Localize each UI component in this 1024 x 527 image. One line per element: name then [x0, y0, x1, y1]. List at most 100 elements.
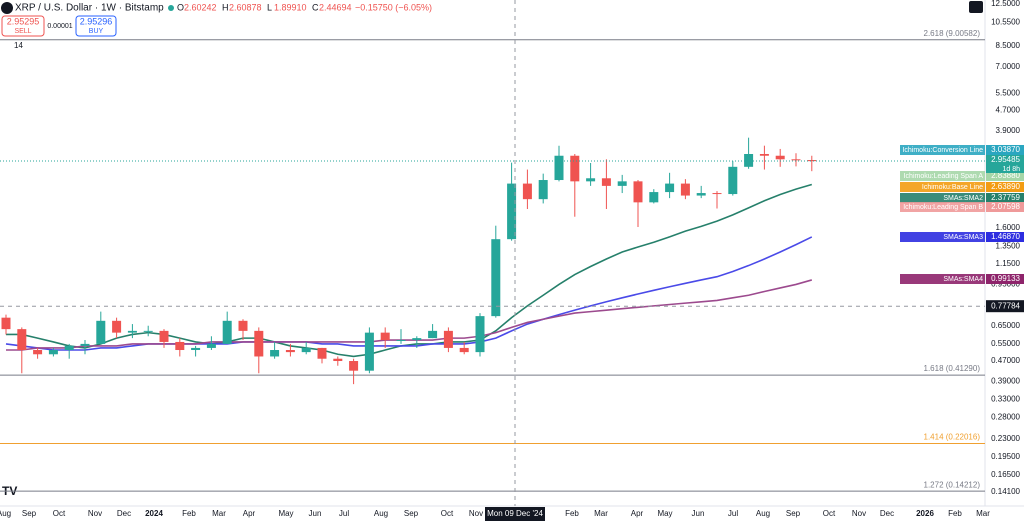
x-tick-label: Dec	[117, 509, 131, 518]
ohlc-key: C	[312, 2, 319, 12]
candle-body	[443, 330, 453, 348]
indicator-name: Ichimoku:Conversion Line	[902, 147, 983, 154]
indicator-name: Ichimoku:Base Line	[922, 184, 983, 191]
x-tick-label: Nov	[852, 509, 866, 518]
candle-body	[712, 193, 722, 195]
candle-body	[586, 178, 596, 182]
candle-body	[285, 350, 295, 353]
last-price-bg	[986, 155, 1024, 173]
sma-line	[6, 183, 813, 358]
candle-body	[191, 347, 201, 351]
candle-body	[349, 361, 359, 371]
x-tick-label: Jun	[309, 509, 322, 518]
candle-body	[680, 183, 690, 196]
x-tick-label: Jul	[339, 509, 349, 518]
y-tick-label: 0.39000	[991, 376, 1020, 385]
x-tick-label: Aug	[0, 509, 11, 518]
ohlc-value: 2.60242	[184, 2, 217, 12]
spread: 0.00001	[47, 23, 72, 30]
candle-body	[649, 192, 659, 203]
y-tick-label: 0.23000	[991, 434, 1020, 443]
candle-body	[238, 320, 248, 331]
candle-body	[633, 181, 643, 203]
x-tick-label: Apr	[243, 509, 256, 518]
x-tick-label: Aug	[374, 509, 388, 518]
status-dot	[168, 5, 174, 11]
indicator-name: Ichimoku:Leading Span B	[903, 204, 983, 211]
candle-body	[96, 320, 106, 344]
indicator-label-bg	[900, 274, 985, 284]
candle-body	[665, 183, 675, 193]
x-tick-label: Feb	[182, 509, 196, 518]
indicator-value-bg	[986, 171, 1024, 181]
candle-body	[380, 332, 390, 341]
indicator-value: 2.63890	[991, 182, 1020, 191]
candle-body	[507, 183, 517, 240]
x-tick-label: 2024	[145, 509, 163, 518]
candle-body	[775, 155, 785, 160]
y-tick-label: 7.0000	[996, 62, 1021, 71]
candle-body	[317, 347, 327, 359]
candle-body	[159, 330, 169, 342]
sell-button[interactable]	[1, 15, 45, 37]
x-tick-label: Feb	[565, 509, 579, 518]
y-tick-label: 0.19500	[991, 452, 1020, 461]
y-tick-label: 1.6000	[996, 223, 1021, 232]
candle-body	[17, 329, 27, 351]
x-tick-label: Mar	[212, 509, 226, 518]
indicator-name: SMAs:SMA2	[943, 195, 983, 202]
y-tick-label: 0.47000	[991, 356, 1020, 365]
candle-body	[48, 350, 58, 355]
x-tick-label: Oct	[53, 509, 66, 518]
y-tick-label: 0.28000	[991, 412, 1020, 421]
x-tick-label: Feb	[948, 509, 962, 518]
ohlc: O 2.60242 H 2.60878 L 1.89910 C 2.44694 −0.15750…	[177, 2, 432, 12]
candle-body	[112, 320, 122, 333]
indicator-label-bg	[900, 145, 985, 155]
maximize-button[interactable]	[969, 1, 983, 13]
fib-level-label: 1.414 (0.22016)	[924, 433, 981, 442]
countdown: 1d 8h	[1002, 166, 1020, 173]
candle-body	[522, 183, 532, 200]
candle-body	[143, 330, 153, 332]
buy-price: 2.95296	[80, 16, 113, 26]
buy-button[interactable]	[75, 15, 117, 37]
x-tick-label: May	[278, 509, 293, 518]
indicator-label-bg	[900, 193, 985, 203]
candle-body	[64, 345, 74, 351]
ohlc-change: −0.15750 (−6.05%)	[355, 2, 432, 12]
candle-body	[696, 193, 706, 196]
candle-body	[364, 332, 374, 371]
crosshair-date-bg	[485, 507, 545, 521]
indicator-value: 0.99133	[991, 274, 1020, 283]
candle-body	[428, 330, 438, 339]
candle-body	[222, 320, 232, 344]
indicator-label-bg	[900, 182, 985, 192]
candle-body	[459, 347, 469, 353]
y-tick-label: 1.3500	[996, 241, 1021, 250]
last-price: 2.95485	[991, 155, 1020, 164]
candle-body	[538, 180, 548, 200]
indicator-name: SMAs:SMA4	[943, 276, 983, 283]
x-tick-label: Sep	[22, 509, 37, 518]
indicator-label-bg	[900, 202, 985, 212]
candle-body	[728, 166, 738, 195]
candle-body	[475, 316, 485, 353]
candle-body	[175, 341, 185, 351]
ohlc-value: 2.60878	[229, 2, 262, 12]
indicator-name: Ichimoku:Leading Span A	[904, 173, 984, 180]
y-tick-label: 0.95000	[991, 280, 1020, 289]
indicator-count: 14	[14, 41, 23, 50]
candle-body	[396, 340, 406, 342]
sma-line	[5, 236, 813, 351]
candle-body	[617, 181, 627, 186]
x-tick-label: 2026	[916, 509, 934, 518]
candle-body	[127, 330, 137, 333]
x-tick-label: Oct	[823, 509, 836, 518]
x-tick-label: Mar	[594, 509, 608, 518]
indicator-value-bg	[986, 274, 1024, 284]
y-tick-label: 0.55000	[991, 339, 1020, 348]
indicator-value: 2.37759	[991, 193, 1020, 202]
